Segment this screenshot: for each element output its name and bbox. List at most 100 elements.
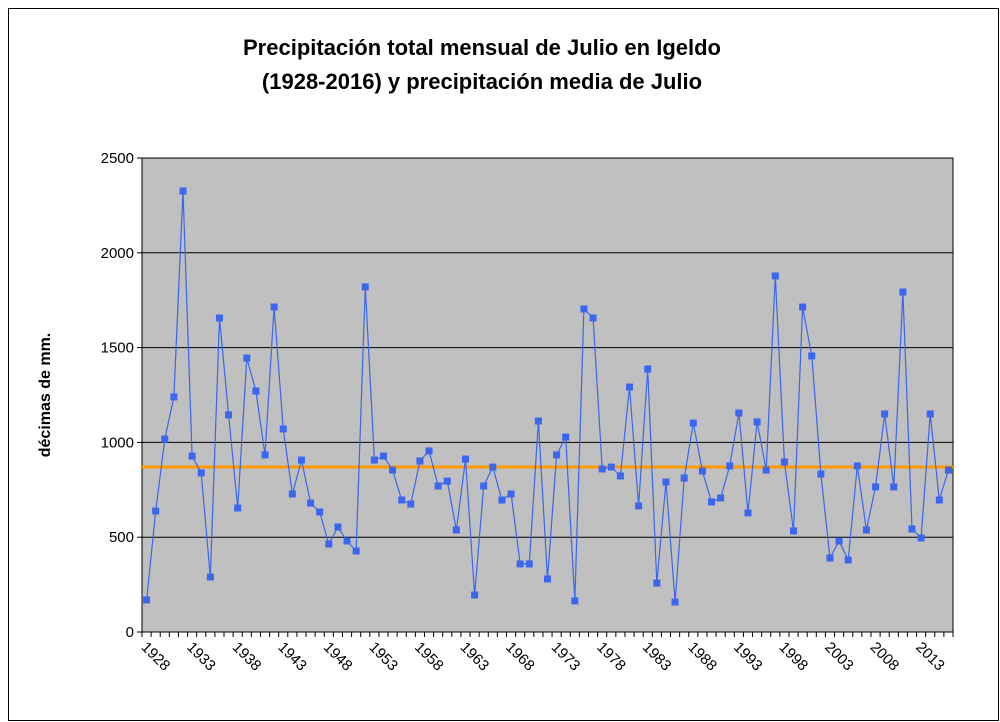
data-point xyxy=(808,352,816,360)
data-point xyxy=(352,547,360,555)
data-point xyxy=(698,467,706,475)
data-point xyxy=(516,560,524,568)
data-point xyxy=(826,554,834,562)
data-point xyxy=(689,419,697,427)
data-point xyxy=(389,466,397,474)
data-point xyxy=(544,575,551,583)
data-point xyxy=(908,525,916,533)
data-point xyxy=(425,447,433,455)
data-point xyxy=(917,534,925,542)
data-point xyxy=(443,477,451,485)
data-point xyxy=(671,598,679,606)
y-axis-label: décimas de mm. xyxy=(37,333,54,458)
data-point xyxy=(316,508,324,516)
data-point xyxy=(626,383,634,391)
data-point xyxy=(762,466,770,474)
data-point xyxy=(379,452,387,460)
data-point xyxy=(662,478,670,486)
data-point xyxy=(370,456,378,464)
data-point xyxy=(461,455,469,463)
data-point xyxy=(553,451,561,459)
data-point xyxy=(525,560,533,568)
data-point xyxy=(926,410,934,418)
data-point xyxy=(717,494,725,502)
chart-title: Precipitación total mensual de Julio en … xyxy=(243,35,721,60)
data-point xyxy=(361,283,369,291)
data-point xyxy=(562,433,570,441)
data-point xyxy=(279,425,287,433)
data-point xyxy=(862,526,870,534)
y-tick-label: 2000 xyxy=(101,245,134,262)
data-point xyxy=(534,417,542,425)
data-point xyxy=(607,463,615,471)
data-point xyxy=(571,597,579,605)
data-point xyxy=(935,496,943,504)
data-point xyxy=(489,463,497,471)
data-point xyxy=(726,462,734,470)
data-point xyxy=(771,272,779,280)
data-point xyxy=(744,509,752,517)
data-point xyxy=(179,187,187,195)
data-point xyxy=(434,482,442,490)
data-point xyxy=(853,462,861,470)
y-tick-label: 2500 xyxy=(101,150,134,167)
data-point xyxy=(753,418,761,426)
data-point xyxy=(471,591,479,599)
data-point xyxy=(307,499,315,507)
data-point xyxy=(325,540,333,548)
data-point xyxy=(343,537,351,545)
data-point xyxy=(243,354,251,362)
chart-title: (1928-2016) y precipitación media de Jul… xyxy=(262,69,702,94)
data-point xyxy=(398,496,406,504)
data-point xyxy=(480,482,488,490)
data-point xyxy=(297,456,305,464)
data-point xyxy=(225,411,233,419)
data-point xyxy=(498,496,506,504)
data-point xyxy=(881,410,889,418)
data-point xyxy=(817,470,825,478)
data-point xyxy=(944,466,952,474)
data-point xyxy=(899,288,907,296)
plot-area xyxy=(142,158,953,632)
data-point xyxy=(152,507,160,515)
data-point xyxy=(835,537,843,545)
data-point xyxy=(188,452,196,460)
data-point xyxy=(680,474,688,482)
data-point xyxy=(143,596,151,604)
data-point xyxy=(890,483,898,491)
data-point xyxy=(616,472,624,480)
plot-border xyxy=(141,157,954,633)
data-point xyxy=(598,465,606,473)
data-point xyxy=(197,469,205,477)
data-point xyxy=(170,393,178,401)
data-point xyxy=(452,526,460,534)
data-point xyxy=(799,303,807,311)
data-point xyxy=(653,579,661,587)
data-point xyxy=(407,500,415,508)
data-point xyxy=(507,490,515,498)
data-point xyxy=(580,305,588,313)
data-point xyxy=(288,490,296,498)
data-point xyxy=(790,527,798,535)
data-point xyxy=(872,483,880,491)
data-point xyxy=(708,498,716,506)
data-point xyxy=(635,502,643,510)
data-point xyxy=(644,365,652,373)
y-tick-label: 1500 xyxy=(101,340,134,357)
data-point xyxy=(735,409,743,417)
data-point xyxy=(252,387,260,395)
data-point xyxy=(215,314,223,322)
y-tick-label: 500 xyxy=(109,529,134,546)
data-point xyxy=(334,523,342,531)
y-tick-label: 0 xyxy=(126,624,134,641)
y-tick-label: 1000 xyxy=(101,434,134,451)
data-point xyxy=(206,573,214,581)
data-point xyxy=(270,303,278,311)
data-point xyxy=(234,504,242,512)
data-point xyxy=(416,457,424,465)
data-point xyxy=(780,458,788,466)
data-point xyxy=(589,314,597,322)
data-point xyxy=(844,556,852,564)
